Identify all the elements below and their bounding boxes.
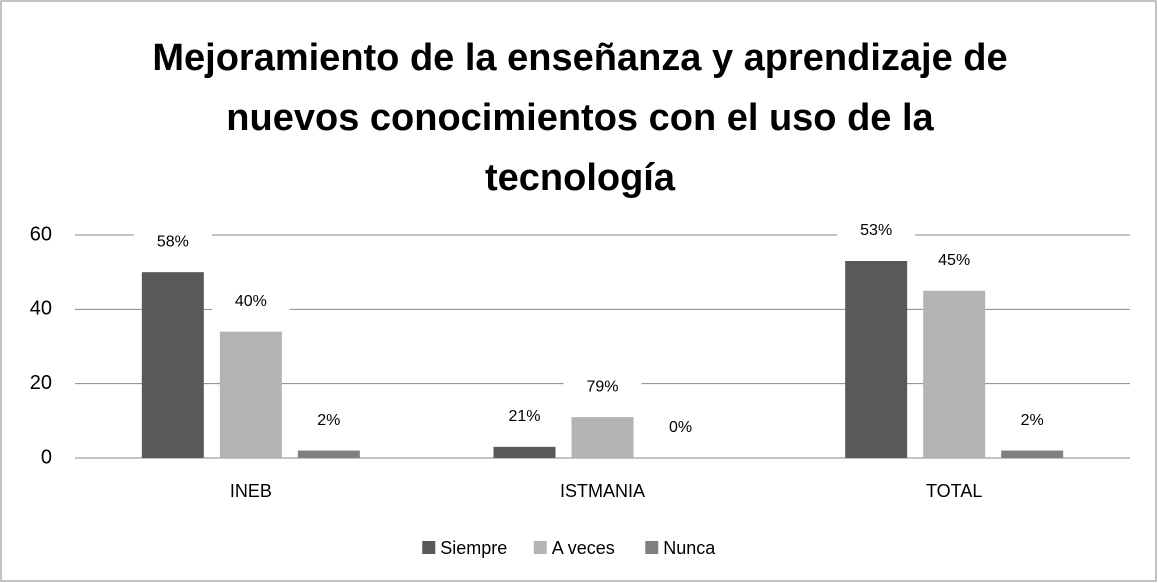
bar [923, 290, 986, 458]
data-label-bg [211, 289, 290, 314]
legend-label: Siempre [440, 538, 507, 558]
data-label: 40% [235, 293, 267, 310]
data-label-bg [563, 375, 642, 400]
data-label-bg [133, 230, 212, 255]
y-tick-label: 60 [30, 223, 52, 245]
bar [571, 417, 634, 458]
data-label-bg [289, 408, 368, 433]
legend-swatch [422, 541, 436, 554]
x-tick-label: TOTAL [926, 481, 982, 501]
y-tick-label: 40 [30, 298, 52, 320]
legend-swatch [533, 541, 547, 554]
data-label: 21% [508, 408, 540, 425]
data-label-bg [485, 404, 564, 429]
y-tick-label: 0 [41, 446, 52, 468]
data-label: 2% [1021, 412, 1044, 429]
bar [845, 261, 908, 458]
data-label: 45% [938, 252, 970, 269]
bar [1001, 450, 1064, 458]
data-label-bg [915, 248, 994, 273]
legend-swatch [645, 541, 659, 554]
chart-title: Mejoramiento de la enseñanza y aprendiza… [152, 37, 1008, 199]
legend-label: A veces [552, 538, 615, 558]
data-label-bg [993, 408, 1072, 433]
legend-label: Nunca [663, 538, 716, 558]
data-label-bg [837, 219, 916, 244]
data-label: 2% [317, 412, 340, 429]
data-label: 0% [669, 419, 692, 436]
bar [297, 450, 360, 458]
data-label: 58% [157, 233, 189, 250]
data-label: 53% [860, 222, 892, 239]
x-tick-label: ISTMANIA [560, 481, 645, 501]
bar [141, 272, 204, 458]
bar [219, 331, 282, 458]
bar [493, 446, 556, 458]
y-tick-label: 20 [30, 372, 52, 394]
data-label: 79% [586, 378, 618, 395]
data-label-bg [641, 416, 720, 440]
x-tick-label: INEB [230, 481, 272, 501]
